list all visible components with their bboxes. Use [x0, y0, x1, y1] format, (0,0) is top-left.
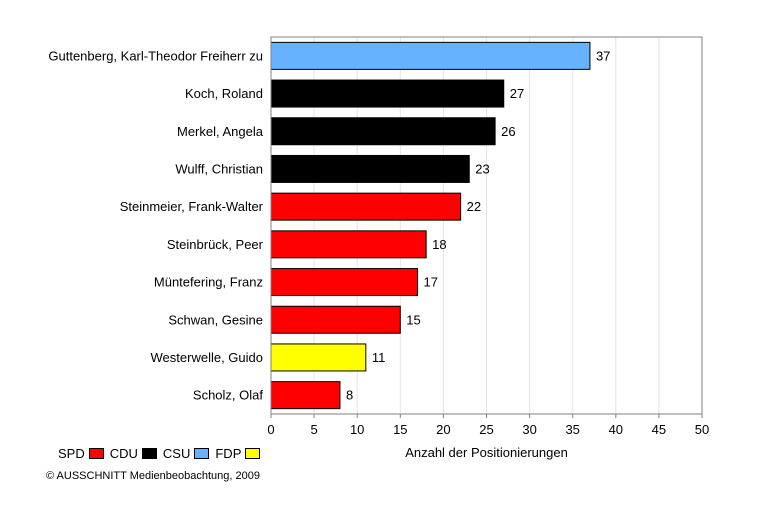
x-tick-label: 25	[479, 422, 493, 437]
bar	[270, 230, 427, 259]
bar	[270, 305, 401, 334]
data-label: 27	[510, 86, 524, 101]
legend-swatch-cdu	[141, 448, 157, 459]
category-label: Steinmeier, Frank-Walter	[120, 199, 264, 214]
bar	[270, 117, 496, 146]
bar	[270, 381, 341, 410]
category-label: Steinbrück, Peer	[167, 237, 264, 252]
bar	[270, 343, 367, 372]
x-axis-title: Anzahl der Positionierungen	[405, 445, 568, 460]
data-label: 37	[596, 48, 610, 63]
data-label: 22	[467, 199, 481, 214]
bar	[270, 268, 419, 297]
x-tick-label: 0	[267, 422, 274, 437]
legend-label-csu: CSU	[162, 446, 191, 461]
x-tick-label: 5	[310, 422, 317, 437]
legend-label-spd: SPD	[58, 446, 85, 461]
data-label: 8	[346, 388, 353, 403]
x-tick-label: 30	[522, 422, 536, 437]
data-label: 11	[372, 350, 386, 365]
x-tick-label: 10	[350, 422, 364, 437]
bar	[270, 154, 470, 183]
x-tick-label: 50	[695, 422, 709, 437]
data-label: 26	[501, 124, 515, 139]
x-tick-label: 15	[393, 422, 407, 437]
bar	[270, 192, 462, 221]
category-label: Merkel, Angela	[177, 124, 264, 139]
x-tick-label: 40	[609, 422, 623, 437]
category-label: Koch, Roland	[185, 86, 263, 101]
legend-item-spd: SPD	[58, 446, 110, 461]
category-label: Scholz, Olaf	[193, 388, 263, 403]
legend-label-cdu: CDU	[109, 446, 138, 461]
data-label: 17	[424, 275, 438, 290]
bar	[270, 41, 591, 70]
data-label: 23	[475, 161, 489, 176]
legend-label-fdp: FDP	[215, 446, 242, 461]
data-label: 18	[432, 237, 446, 252]
category-label: Guttenberg, Karl-Theodor Freiherr zu	[48, 48, 263, 63]
data-label: 15	[406, 312, 420, 327]
category-label: Schwan, Gesine	[168, 312, 263, 327]
legend-swatch-spd	[88, 448, 104, 459]
legend: SPD CDU CSU FDP	[58, 446, 266, 461]
legend-item-csu: CSU	[163, 446, 215, 461]
legend-swatch-csu	[194, 448, 210, 459]
category-label: Wulff, Christian	[175, 161, 263, 176]
legend-item-cdu: CDU	[110, 446, 163, 461]
category-label: Westerwelle, Guido	[151, 350, 263, 365]
copyright-note: © AUSSCHNITT Medienbeobachtung, 2009	[46, 470, 260, 482]
bar	[270, 79, 505, 108]
x-tick-label: 45	[652, 422, 666, 437]
category-label: Müntefering, Franz	[154, 275, 263, 290]
legend-swatch-fdp	[245, 448, 261, 459]
x-tick-label: 20	[436, 422, 450, 437]
legend-item-fdp: FDP	[215, 446, 266, 461]
x-tick-label: 35	[565, 422, 579, 437]
